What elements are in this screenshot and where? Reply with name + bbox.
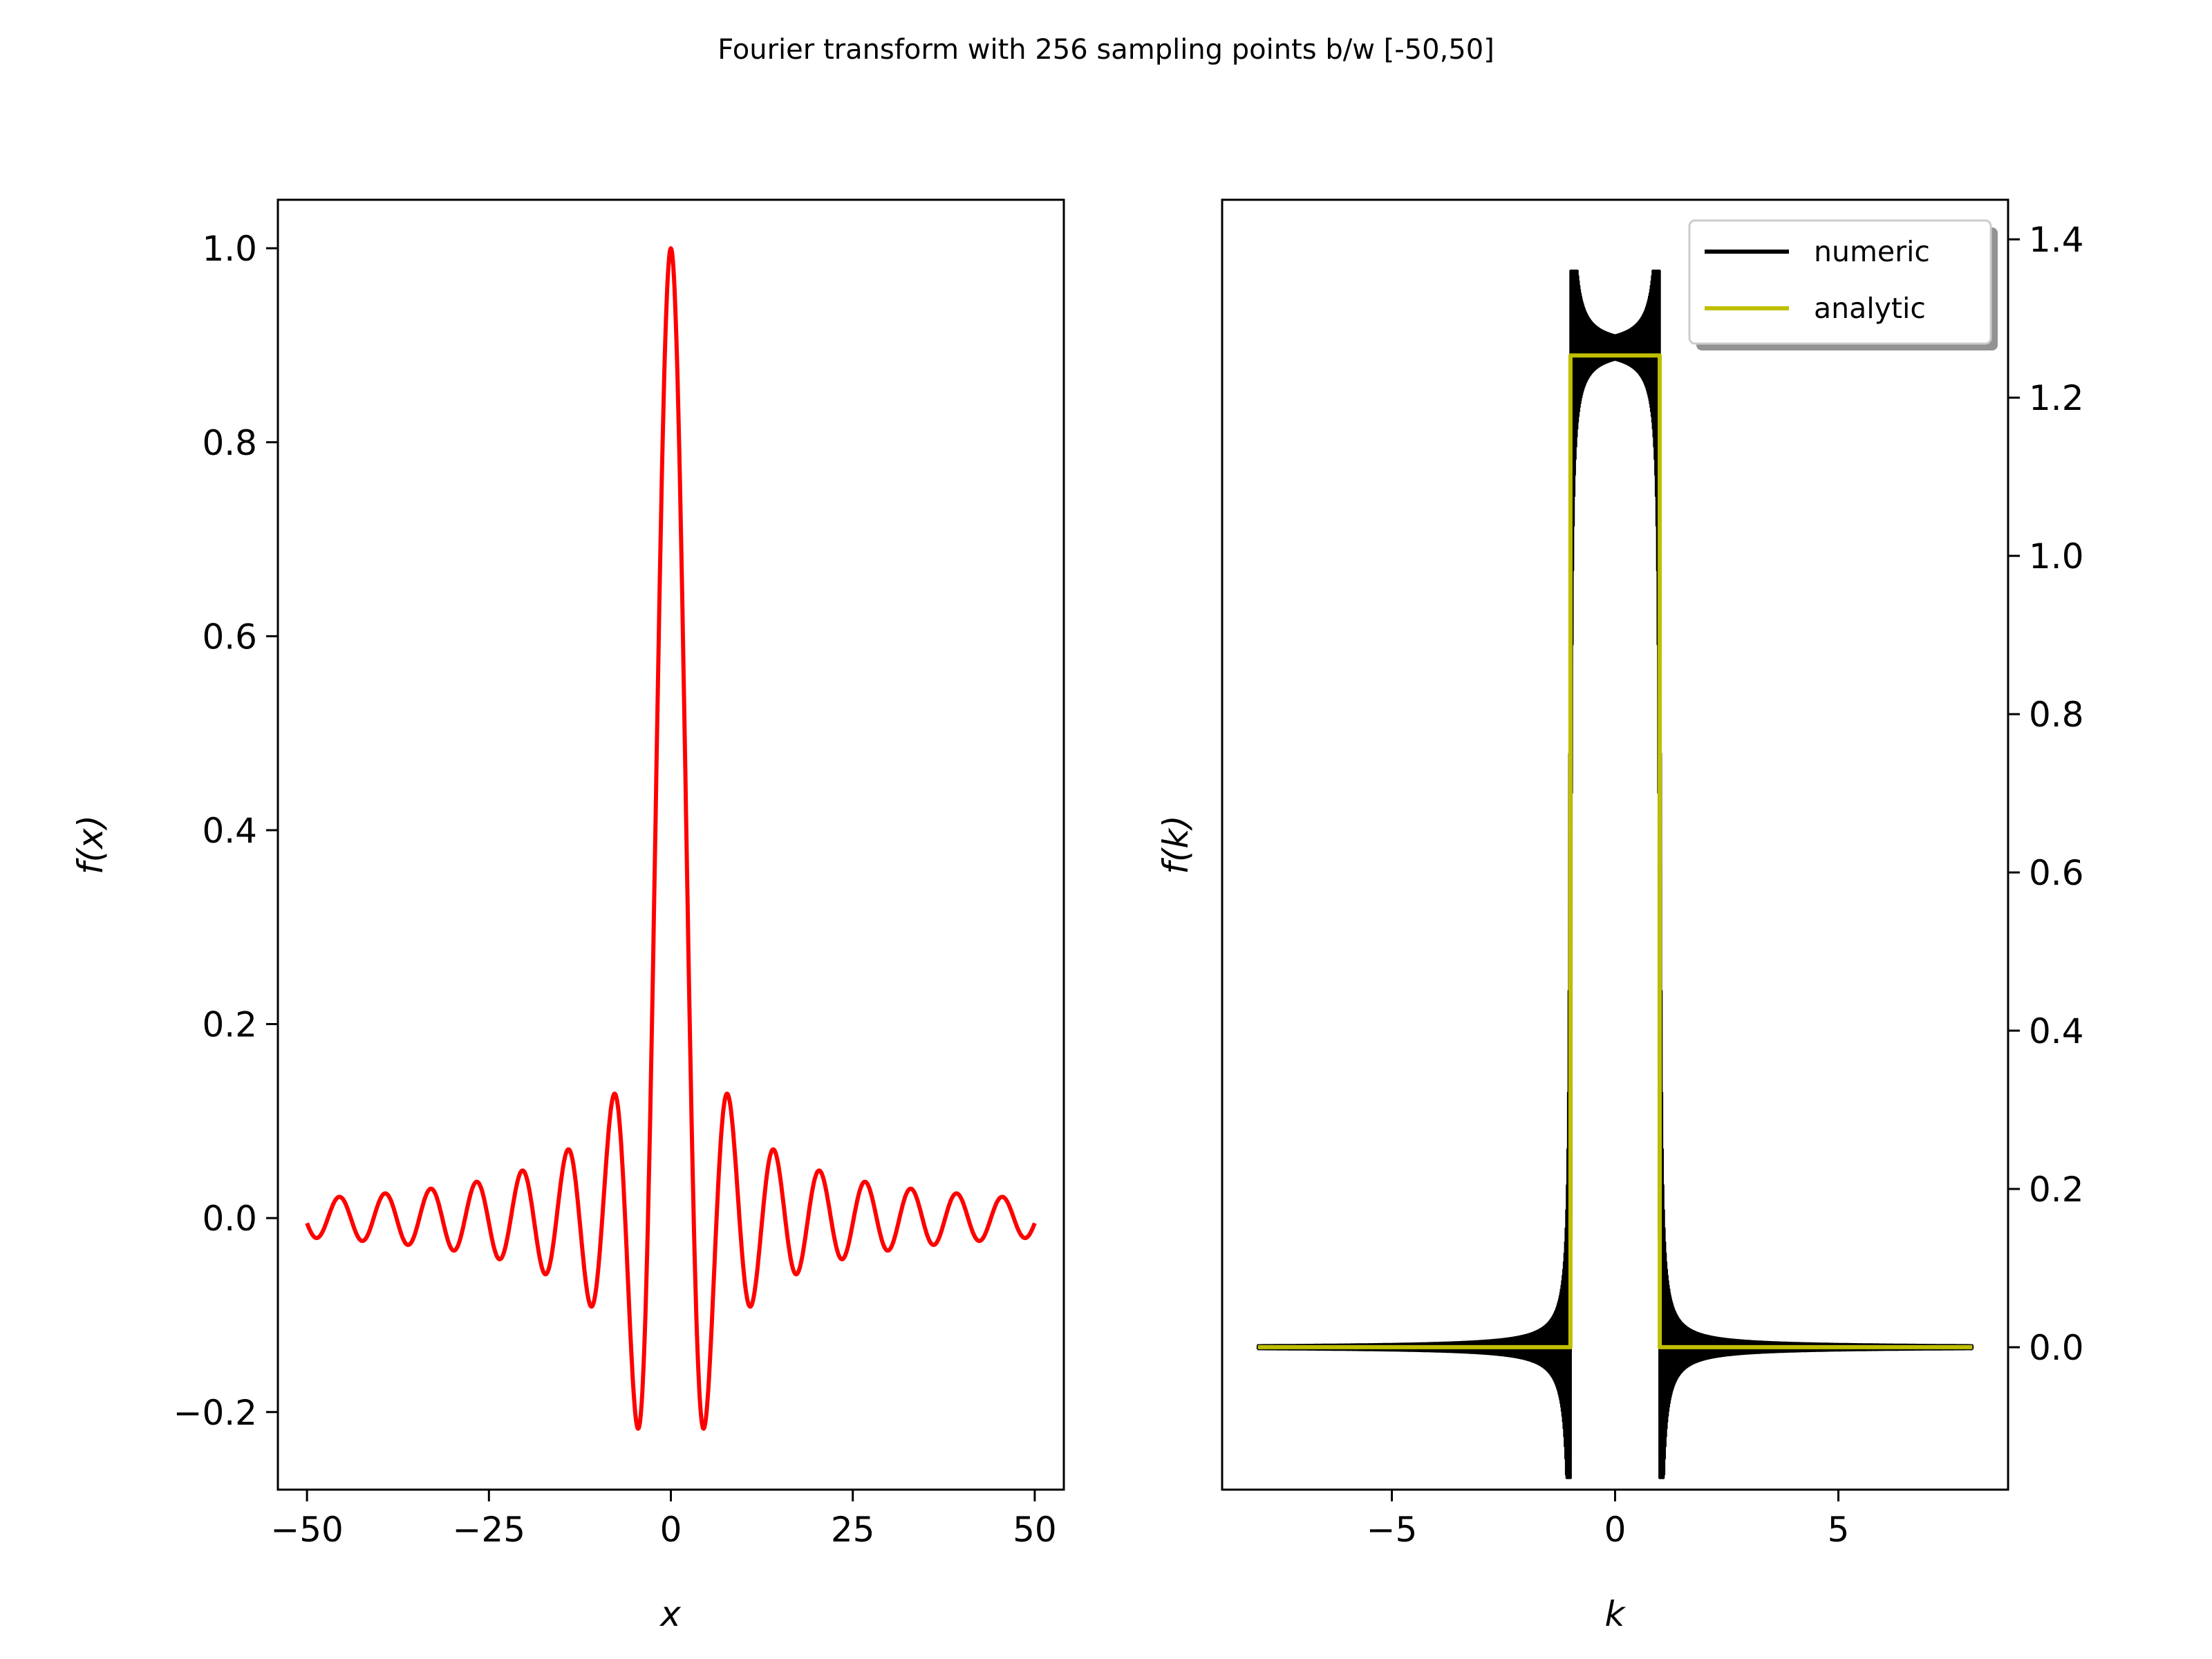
- right-plot-y-tick-label: 0.8: [2029, 695, 2084, 735]
- right-plot-x-ticks: −5 0 5: [1367, 1490, 1850, 1550]
- left-plot-x-ticks: −50 −25 0 25 50: [270, 1490, 1057, 1550]
- right-plot-y-tick-label: 0.2: [2029, 1170, 2084, 1210]
- left-plot-x-tick-label: 0: [660, 1510, 682, 1550]
- left-plot-x-tick-label: 50: [1013, 1510, 1057, 1550]
- right-plot-y-tick-label: 1.0: [2029, 536, 2084, 577]
- left-plot-x-label: x: [659, 1594, 681, 1634]
- left-plot-y-tick-label: 0.4: [202, 811, 257, 851]
- right-plot-x-tick-label: 0: [1604, 1510, 1627, 1550]
- right-plot-y-tick-label: 0.4: [2029, 1011, 2084, 1051]
- right-plot-series-line-numeric: [1256, 270, 1974, 1479]
- legend-label-numeric: numeric: [1814, 235, 1930, 268]
- right-plot-y-tick-label: 1.2: [2029, 378, 2084, 418]
- legend-label-analytic: analytic: [1814, 292, 1926, 325]
- right-plot-x-label: k: [1605, 1594, 1627, 1634]
- left-plot-y-ticks: −0.2 0.0 0.2 0.4 0.6 0.8 1.0: [174, 229, 278, 1433]
- left-plot-x-tick-label: −50: [270, 1510, 344, 1550]
- left-plot-y-tick-label: 0.0: [202, 1199, 257, 1239]
- left-plot-series-layer: [305, 246, 1037, 1431]
- right-plot-y-ticks: 0.0 0.2 0.4 0.6 0.8 1.0 1.2 1.4: [2008, 220, 2084, 1368]
- left-plot-y-label: f(x): [71, 815, 111, 874]
- right-plot-y-tick-label: 1.4: [2029, 220, 2084, 260]
- right-plot-x-tick-label: 5: [1828, 1510, 1850, 1550]
- legend: numeric analytic: [1688, 219, 1998, 350]
- left-plot-y-tick-label: 0.2: [202, 1005, 257, 1045]
- right-plot-series-line-analytic: [1257, 353, 1973, 1349]
- left-plot-y-tick-label: −0.2: [174, 1393, 257, 1433]
- right-plot: −5 0 5 0.0 0.2 0.4 0.6 0.8 1.0 1.2 1.4 k f(k) num…: [1156, 198, 2084, 1634]
- right-plot-y-tick-label: 0.6: [2029, 853, 2084, 893]
- right-plot-x-tick-label: −5: [1367, 1510, 1418, 1550]
- left-plot-y-tick-label: 0.6: [202, 617, 257, 657]
- left-plot-x-tick-label: −25: [453, 1510, 526, 1550]
- left-plot-series-line-series-0: [305, 246, 1037, 1431]
- right-plot-series-layer: [1256, 270, 1974, 1479]
- left-plot: −50 −25 0 25 50 −0.2 0.0 0.2 0.4 0.6 0.8 1.0 x f(x…: [71, 198, 1065, 1634]
- right-plot-y-tick-label: 0.0: [2029, 1328, 2084, 1368]
- left-plot-y-tick-label: 0.8: [202, 423, 257, 463]
- figure-title: Fourier transform with 256 sampling poin…: [718, 34, 1494, 66]
- left-plot-y-tick-label: 1.0: [202, 229, 257, 269]
- right-plot-y-label: f(k): [1156, 815, 1196, 874]
- left-plot-x-tick-label: 25: [831, 1510, 875, 1550]
